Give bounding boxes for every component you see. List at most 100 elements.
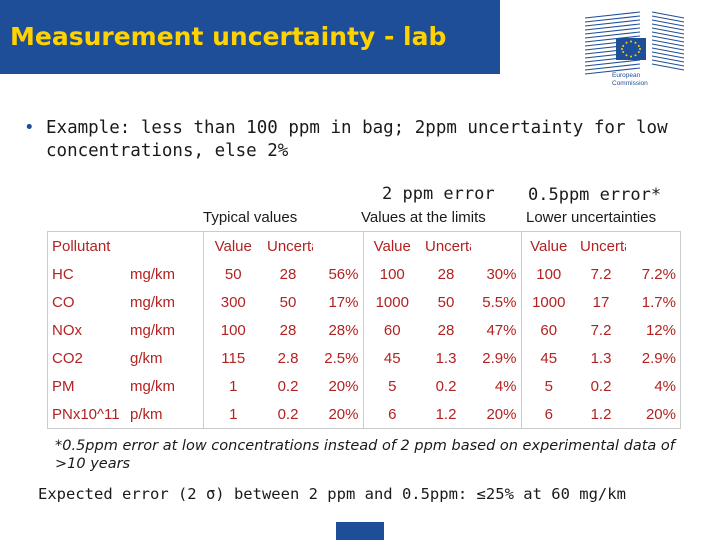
table-cell: 20%	[313, 400, 364, 428]
table-cell: mg/km	[126, 372, 204, 400]
footnote: *0.5ppm error at low concentrations inst…	[55, 438, 675, 472]
uncertainty-table: Pollutant Value Uncertainty Value Uncertaint…	[47, 231, 681, 429]
bullet-text: Example: less than 100 ppm in bag; 2ppm …	[46, 118, 668, 161]
table-cell: 17%	[313, 288, 364, 316]
table-cell: 2.9%	[471, 344, 522, 372]
table-cell: 28%	[313, 316, 364, 344]
table-header-row: Pollutant Value Uncertainty Value Uncertaint…	[48, 232, 680, 260]
table-cell: 5	[388, 377, 397, 395]
table-cell: 28	[279, 265, 297, 283]
table-cell: 0.2	[435, 377, 457, 395]
table-cell: 0.2	[277, 377, 299, 395]
table-cell: 47%	[471, 316, 522, 344]
table-cell: PNx10^11	[52, 405, 120, 423]
table-cell: 30%	[471, 260, 522, 288]
table-cell: 100	[536, 265, 562, 283]
bullet-icon: •	[24, 118, 35, 138]
group-label-typical: Typical values	[203, 209, 298, 226]
table-cell: 2.5%	[313, 344, 364, 372]
table-cell: HC	[52, 265, 74, 283]
table-cell: 2.9%	[641, 349, 676, 367]
table-cell: 28	[437, 321, 455, 339]
table-cell: 20%	[645, 405, 676, 423]
table-cell: 6	[544, 405, 553, 423]
table-cell: 17	[592, 293, 610, 311]
table-cell: 1.3	[590, 349, 612, 367]
table-cell: 1.7%	[641, 293, 676, 311]
table-cell: 45	[540, 349, 558, 367]
group-label-lower: Lower uncertainties	[526, 209, 657, 226]
group-title-2ppm: 2 ppm error	[382, 184, 495, 204]
table-cell: 7.2	[590, 265, 612, 283]
table-cell: mg/km	[126, 288, 204, 316]
group-title-0-5ppm: 0.5ppm error*	[528, 185, 662, 205]
table-header-cell	[626, 232, 680, 260]
slide-title: Measurement uncertainty - lab	[10, 22, 447, 51]
group-label-limits: Values at the limits	[361, 209, 486, 226]
table-cell: 1.2	[590, 405, 612, 423]
table-cell: p/km	[126, 400, 204, 428]
table-cell: 115	[221, 349, 246, 367]
table-header-cell: Pollutant	[52, 237, 111, 255]
table-cell: 5	[544, 377, 553, 395]
table-cell: mg/km	[126, 260, 204, 288]
european-commission-logo	[584, 11, 685, 75]
table-cell: 50	[279, 293, 297, 311]
table-header-cell: Uncertainty	[425, 237, 471, 255]
table-row: CO mg/km 300 50 17% 1000 50 5.5% 1000 17 1.7%	[48, 288, 680, 316]
table-row: HC mg/km 50 28 56% 100 28 30% 100 7.2 7.2%	[48, 260, 680, 288]
table-header-cell: Uncertainty	[580, 237, 626, 255]
table-cell: 28	[279, 321, 297, 339]
table-cell: PM	[52, 377, 75, 395]
table-cell: 45	[383, 349, 401, 367]
table-cell: 300	[220, 293, 246, 311]
table-cell: 100	[379, 265, 405, 283]
table-cell: 1.3	[435, 349, 457, 367]
table-cell: 7.2%	[641, 265, 676, 283]
table-cell: 50	[437, 293, 455, 311]
table-cell: 4%	[471, 372, 522, 400]
table-cell: g/km	[126, 344, 204, 372]
table-cell: 28	[437, 265, 455, 283]
table-header-cell	[471, 232, 522, 260]
table-header-cell: Value	[214, 237, 252, 255]
table-row: PNx10^11 p/km 1 0.2 20% 6 1.2 20% 6 1.2 20%	[48, 400, 680, 428]
table-cell: 1.2	[435, 405, 457, 423]
table-cell: 20%	[313, 372, 364, 400]
table-cell: 1000	[375, 293, 409, 311]
logo-label: European Commission	[612, 72, 648, 87]
table-row: PM mg/km 1 0.2 20% 5 0.2 4% 5 0.2 4%	[48, 372, 680, 400]
table-cell: 60	[383, 321, 401, 339]
table-cell: 0.2	[277, 405, 299, 423]
table-cell: 60	[540, 321, 558, 339]
table-row: CO2 g/km 115 2.8 2.5% 45 1.3 2.9% 45 1.3 2.9%	[48, 344, 680, 372]
table-row: NOx mg/km 100 28 28% 60 28 47% 60 7.2 12%	[48, 316, 680, 344]
table-cell: mg/km	[126, 316, 204, 344]
table-header-cell	[313, 232, 364, 260]
table-cell: CO	[52, 293, 75, 311]
slide-header: Measurement uncertainty - lab	[0, 0, 720, 87]
table-cell: 5.5%	[471, 288, 522, 316]
table-cell: 1000	[532, 293, 566, 311]
table-cell: 1	[229, 405, 238, 423]
title-band: Measurement uncertainty - lab	[0, 0, 500, 74]
table-cell: CO2	[52, 349, 83, 367]
table-cell: 56%	[313, 260, 364, 288]
table-header-cell	[126, 232, 204, 260]
table-cell: 20%	[471, 400, 522, 428]
summary-line: Expected error (2 σ) between 2 ppm and 0…	[38, 485, 626, 503]
table-cell: 2.8	[277, 349, 299, 367]
table-cell: 12%	[645, 321, 676, 339]
footer-bar	[336, 522, 384, 540]
table-header-cell: Uncertainty	[267, 237, 313, 255]
table-cell: 1	[229, 377, 238, 395]
table-header-cell: Value	[530, 237, 568, 255]
table-cell: NOx	[52, 321, 82, 339]
table-cell: 50	[224, 265, 242, 283]
table-header-cell: Value	[373, 237, 411, 255]
table-cell: 100	[220, 321, 246, 339]
table-cell: 4%	[654, 377, 676, 395]
table-cell: 6	[388, 405, 397, 423]
table-cell: 0.2	[590, 377, 612, 395]
table-cell: 7.2	[590, 321, 612, 339]
